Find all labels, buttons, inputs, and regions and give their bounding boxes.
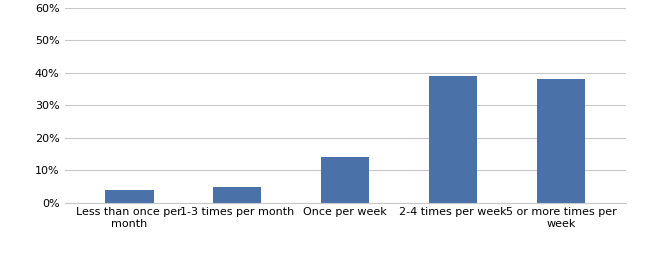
Bar bbox=[105, 190, 154, 203]
Bar bbox=[537, 79, 585, 203]
Bar bbox=[213, 187, 261, 203]
Bar bbox=[429, 76, 477, 203]
Bar bbox=[321, 157, 370, 203]
